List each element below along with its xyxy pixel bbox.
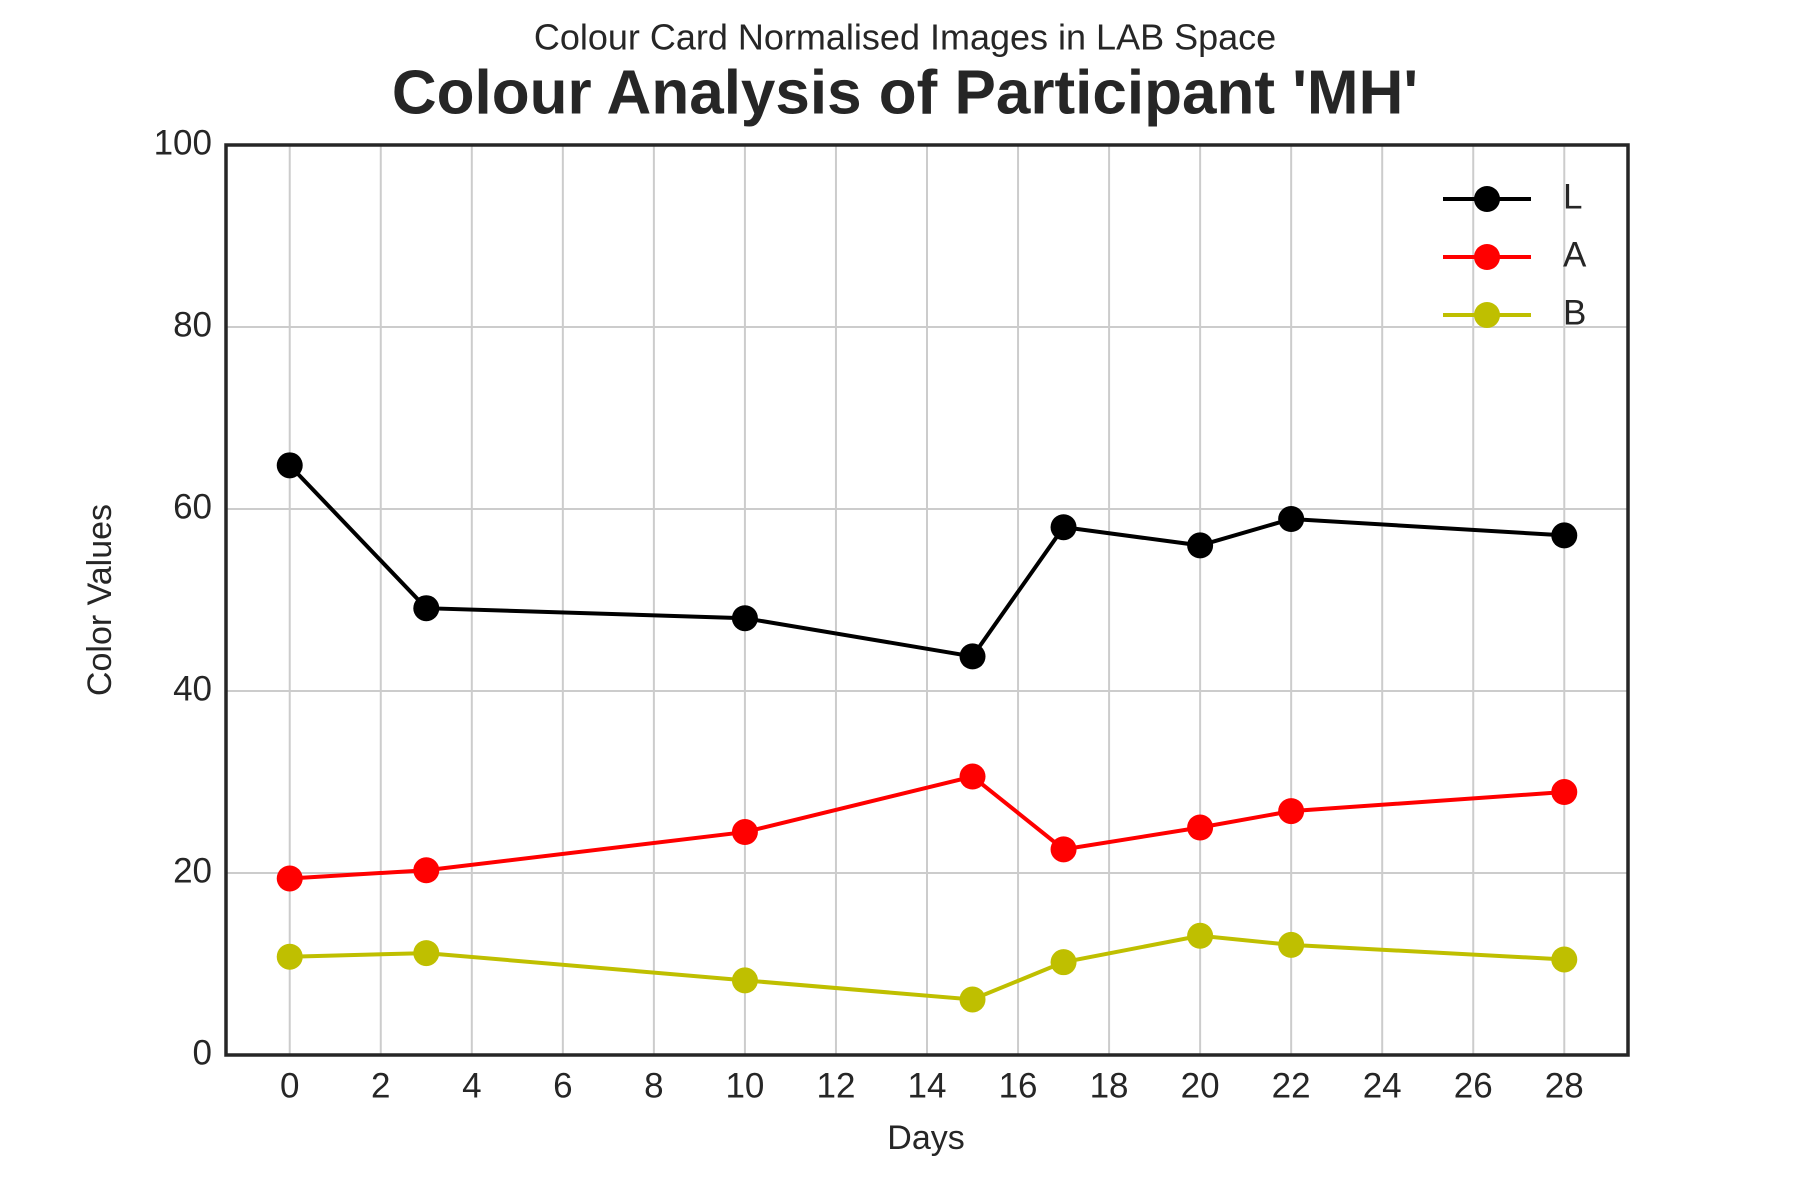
legend-label: L [1563, 177, 1582, 216]
legend-marker [1474, 244, 1500, 270]
data-point [276, 452, 303, 479]
x-tick-label: 28 [1545, 1066, 1584, 1105]
data-point [959, 986, 986, 1013]
data-point [1551, 522, 1578, 549]
x-tick-label: 12 [816, 1066, 855, 1105]
x-tick-label: 20 [1181, 1066, 1220, 1105]
y-tick-label: 20 [173, 851, 212, 890]
data-point [1278, 931, 1305, 958]
data-point [1278, 506, 1305, 533]
x-tick-label: 6 [553, 1066, 572, 1105]
y-tick-label: 60 [173, 487, 212, 526]
data-point [959, 763, 986, 790]
y-tick-label: 80 [173, 305, 212, 344]
data-point [276, 865, 303, 892]
chart-subtitle: Colour Card Normalised Images in LAB Spa… [534, 17, 1276, 58]
series-line [289, 933, 1565, 1002]
y-tick-label: 40 [173, 669, 212, 708]
legend-label: A [1563, 235, 1587, 274]
legend-label: B [1563, 293, 1586, 332]
legend-marker [1474, 186, 1500, 212]
data-point [1050, 514, 1077, 541]
legend-marker [1474, 302, 1500, 328]
data-point [276, 943, 303, 970]
plot-frame [224, 143, 1630, 1057]
data-point [731, 605, 758, 632]
x-tick-label: 16 [999, 1066, 1038, 1105]
data-point [1187, 532, 1214, 559]
y-tick-label: 0 [193, 1033, 212, 1072]
data-point [1278, 798, 1305, 825]
data-point [1050, 949, 1077, 976]
y-axis-label: Color Values [81, 504, 119, 696]
data-point [959, 643, 986, 670]
x-tick-label: 26 [1454, 1066, 1493, 1105]
data-point [1187, 922, 1214, 949]
data-point [1551, 946, 1578, 973]
data-point [413, 857, 440, 884]
y-tick-label: 100 [154, 123, 212, 162]
x-tick-label: 8 [644, 1066, 663, 1105]
x-tick-label: 24 [1363, 1066, 1402, 1105]
x-tick-label: 0 [280, 1066, 299, 1105]
x-tick-label: 14 [908, 1066, 947, 1105]
data-point [413, 940, 440, 967]
x-tick-label: 4 [462, 1066, 481, 1105]
series-line [288, 463, 1565, 659]
data-point [1050, 836, 1077, 863]
data-point [731, 819, 758, 846]
x-tick-label: 10 [725, 1066, 764, 1105]
series-line [289, 774, 1565, 881]
chart-title: Colour Analysis of Participant 'MH' [392, 58, 1418, 127]
data-point [731, 967, 758, 994]
x-tick-label: 22 [1272, 1066, 1311, 1105]
data-point [413, 595, 440, 622]
x-tick-label: 18 [1090, 1066, 1129, 1105]
x-axis-label: Days [887, 1119, 964, 1157]
x-tick-label: 2 [371, 1066, 390, 1105]
data-point [1187, 814, 1214, 841]
data-point [1551, 779, 1578, 806]
